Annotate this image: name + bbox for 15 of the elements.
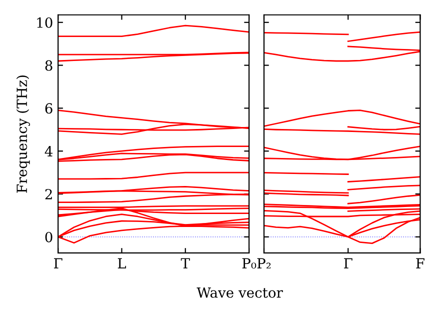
x-axis-title: Wave vector <box>196 287 283 298</box>
y-tick-label: 4 <box>44 146 53 156</box>
y-tick-label: 0 <box>45 232 52 242</box>
x-tick-label: F <box>416 258 424 268</box>
y-tick-label: 8 <box>45 60 52 71</box>
x-tick-label: Γ <box>54 258 62 268</box>
y-tick-label: 6 <box>45 103 52 114</box>
y-axis-title: Frequency (THz) <box>16 75 30 193</box>
y-tick-label: 10 <box>37 17 52 28</box>
x-tick-label: T <box>180 258 190 268</box>
x-tick-label: P₀ <box>242 258 256 269</box>
y-tick-label: 2 <box>45 188 52 200</box>
x-tick-label: Γ <box>344 258 352 268</box>
x-tick-label: P₂ <box>257 258 271 268</box>
x-tick-label: L <box>118 258 126 268</box>
